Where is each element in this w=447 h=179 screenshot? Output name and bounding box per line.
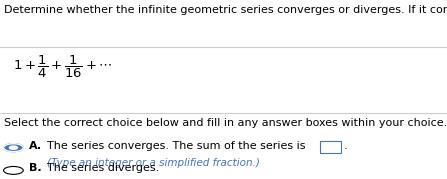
- Circle shape: [9, 146, 17, 149]
- FancyBboxPatch shape: [320, 141, 341, 153]
- Text: The series diverges.: The series diverges.: [47, 163, 159, 173]
- Text: A.: A.: [29, 141, 42, 151]
- Text: Determine whether the infinite geometric series converges or diverges. If it con: Determine whether the infinite geometric…: [4, 5, 447, 15]
- Text: Select the correct choice below and fill in any answer boxes within your choice.: Select the correct choice below and fill…: [4, 118, 447, 128]
- Text: $1+\dfrac{1}{4}+\dfrac{1}{16}+\cdots$: $1+\dfrac{1}{4}+\dfrac{1}{16}+\cdots$: [13, 54, 113, 80]
- Circle shape: [4, 144, 23, 152]
- Circle shape: [4, 166, 23, 174]
- Text: B.: B.: [29, 163, 42, 173]
- Text: (Type an integer or a simplified fraction.): (Type an integer or a simplified fractio…: [47, 158, 260, 168]
- Text: The series converges. The sum of the series is: The series converges. The sum of the ser…: [47, 141, 305, 151]
- Text: .: .: [343, 141, 347, 151]
